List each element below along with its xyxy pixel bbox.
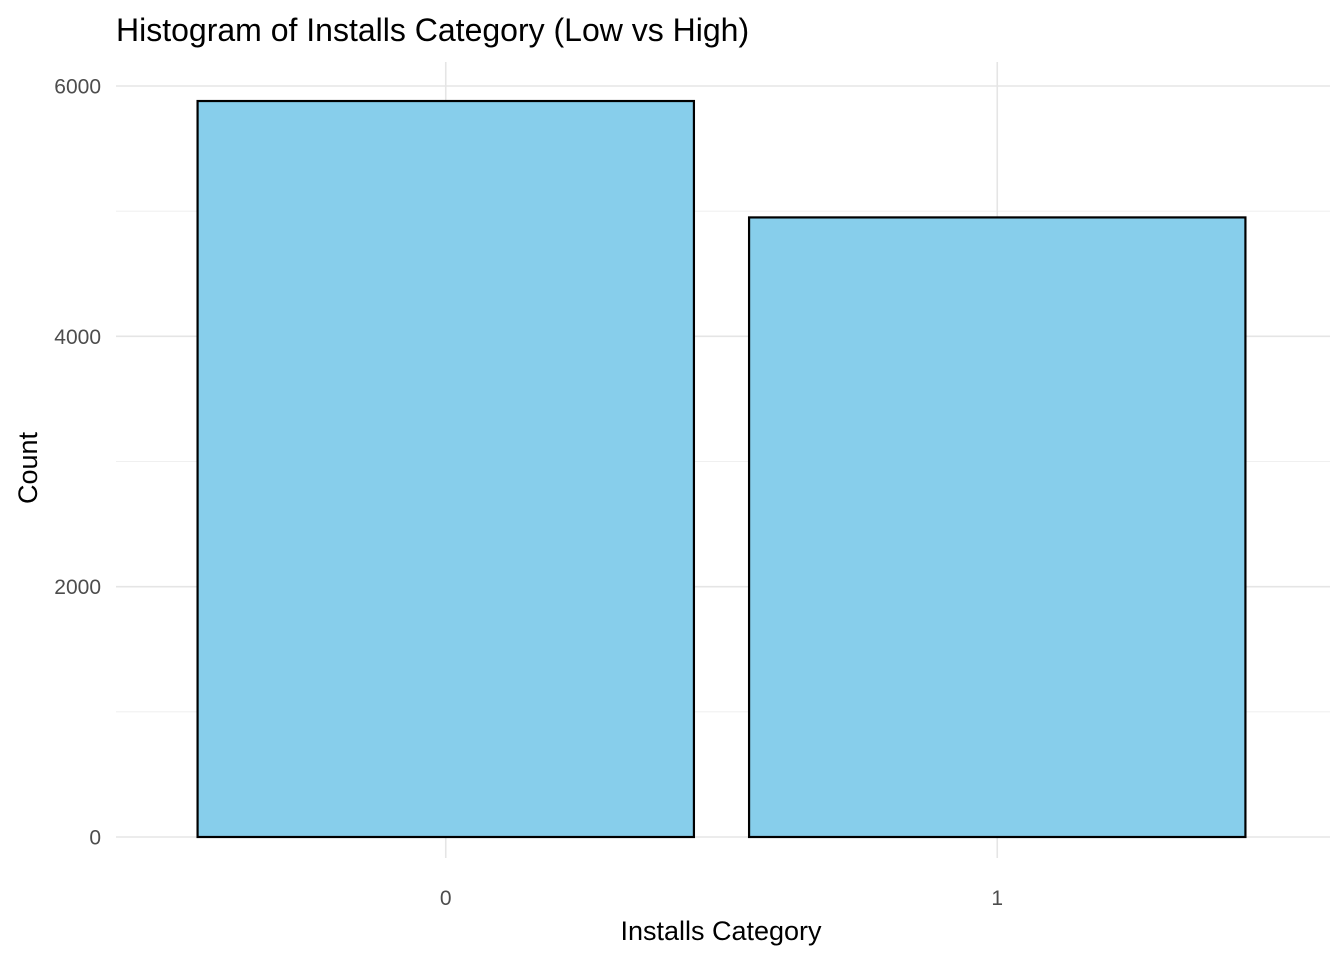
- y-tick-label: 2000: [54, 576, 101, 599]
- x-tick-label: 1: [991, 887, 1003, 910]
- bar-category-1: [747, 216, 1247, 839]
- bar-layer: [196, 99, 1247, 839]
- y-tick-label: 6000: [54, 76, 101, 99]
- y-tick-label: 0: [89, 827, 101, 850]
- bar-category-0: [196, 99, 696, 839]
- chart-title: Histogram of Installs Category (Low vs H…: [116, 12, 749, 48]
- y-tick-label: 4000: [54, 326, 101, 349]
- x-axis-title: Installs Category: [620, 916, 822, 946]
- y-axis-ticks: 0 2000 4000 6000: [54, 76, 101, 850]
- x-tick-label: 0: [440, 887, 452, 910]
- y-axis-title: Count: [13, 431, 43, 504]
